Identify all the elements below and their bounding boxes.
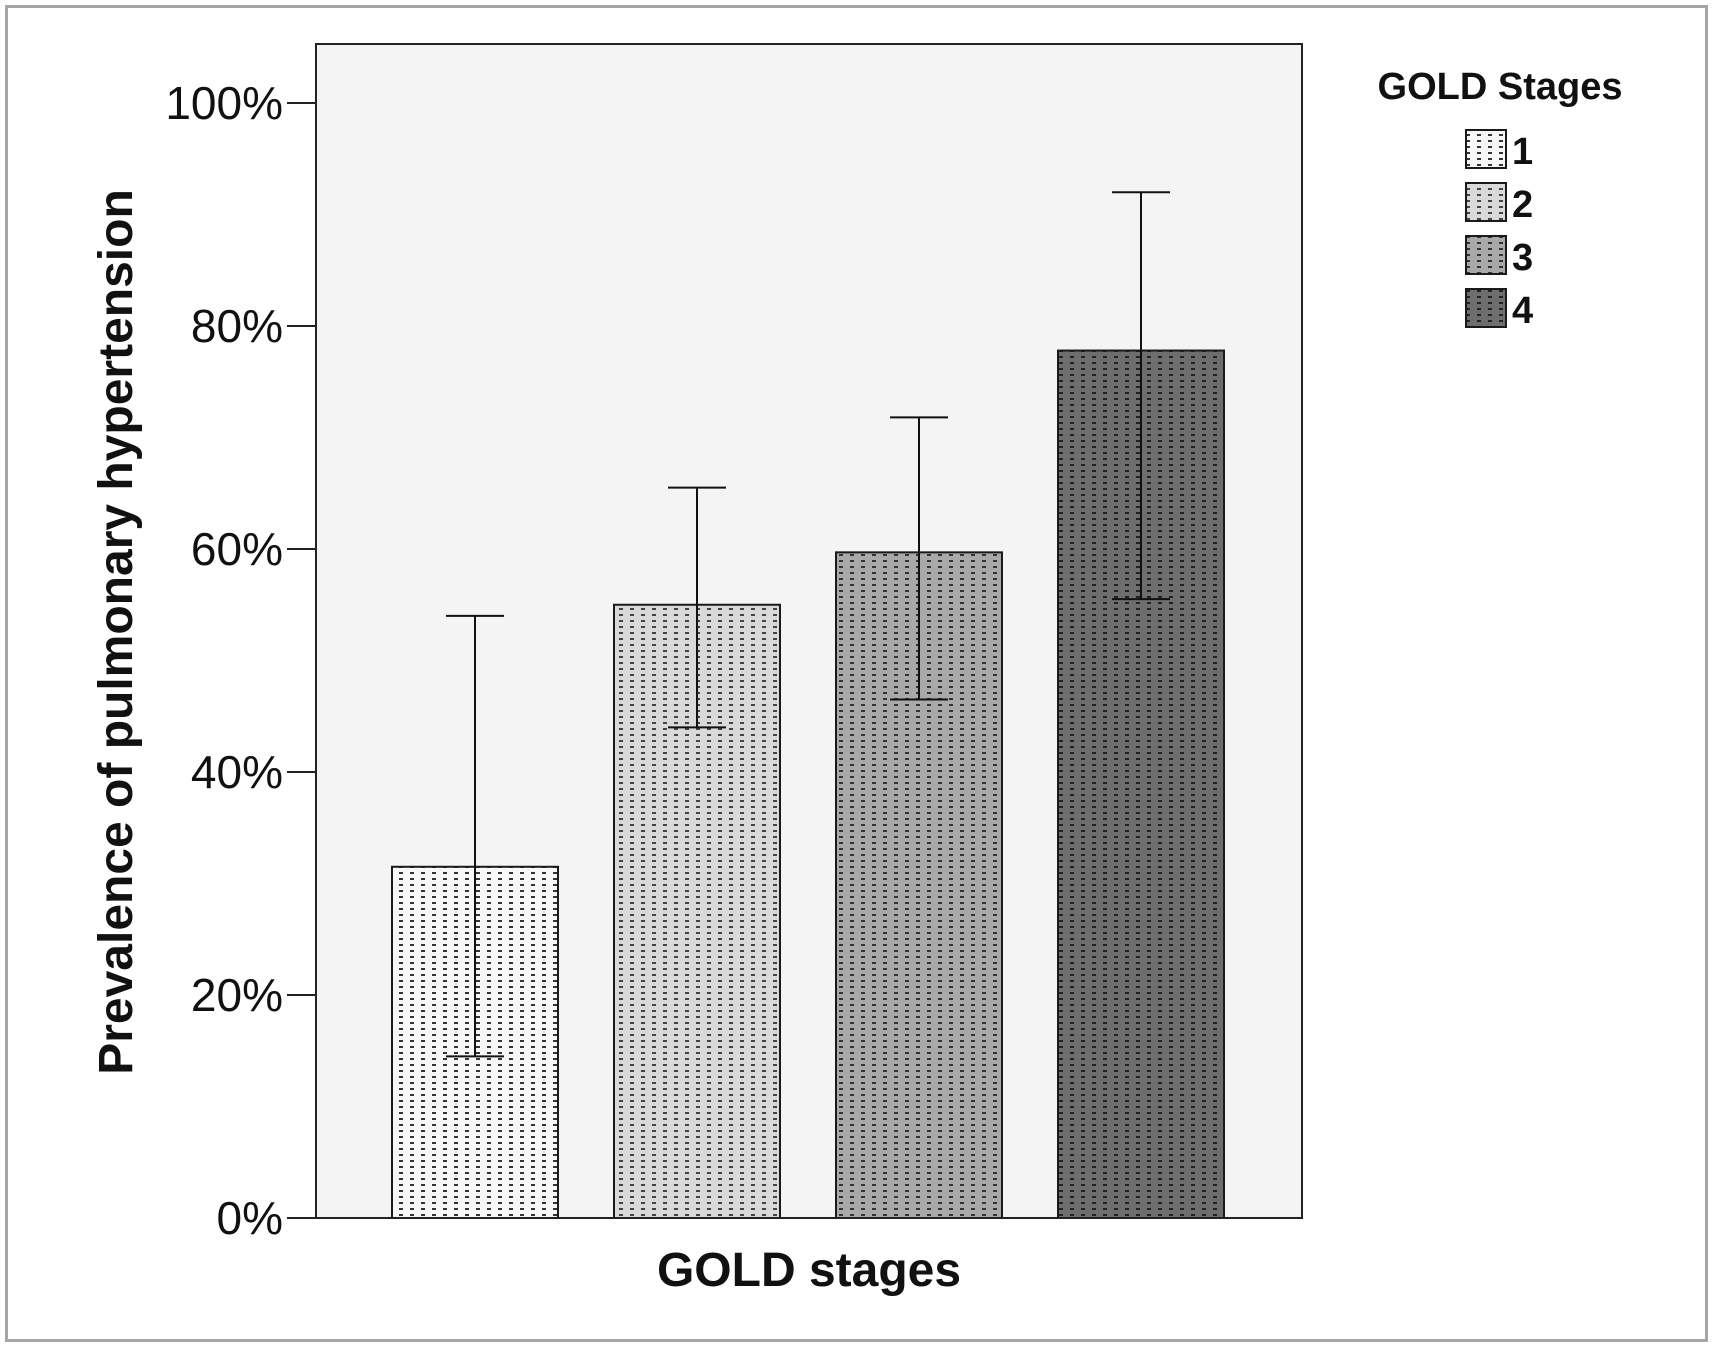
y-tick-label: 20% [191,969,283,1021]
error-bar-stage-3 [890,416,948,701]
y-axis-title: Prevalence of pulmonary hypertension [90,189,143,1075]
y-tick-label: 80% [191,300,283,352]
error-bars [446,191,1170,1058]
y-tick-label: 100% [165,77,283,129]
error-bar-stage-1 [446,614,504,1058]
legend-label: 3 [1512,237,1533,279]
y-tick-label: 60% [191,523,283,575]
x-axis-title: GOLD stages [657,1244,961,1297]
legend-swatch-stage-1 [1465,129,1507,169]
legend-swatch-stage-3 [1465,235,1507,275]
legend-title: GOLD Stages [1378,66,1623,108]
legend-label: 4 [1512,290,1533,332]
legend-swatch-stage-4 [1465,288,1507,328]
bars [316,349,1302,1220]
y-tick-label: 40% [191,746,283,798]
legend-label: 1 [1512,131,1533,173]
legend-label: 2 [1512,184,1533,226]
error-bar-stage-4 [1112,191,1170,601]
error-bar-stage-2 [668,486,726,729]
y-tick-label: 0% [217,1192,283,1244]
legend: GOLD Stages 1 2 3 4 [1378,66,1623,332]
legend-swatch-stage-2 [1465,182,1507,222]
y-axis: 0% 20% 40% 60% 80% 100% [165,44,317,1244]
